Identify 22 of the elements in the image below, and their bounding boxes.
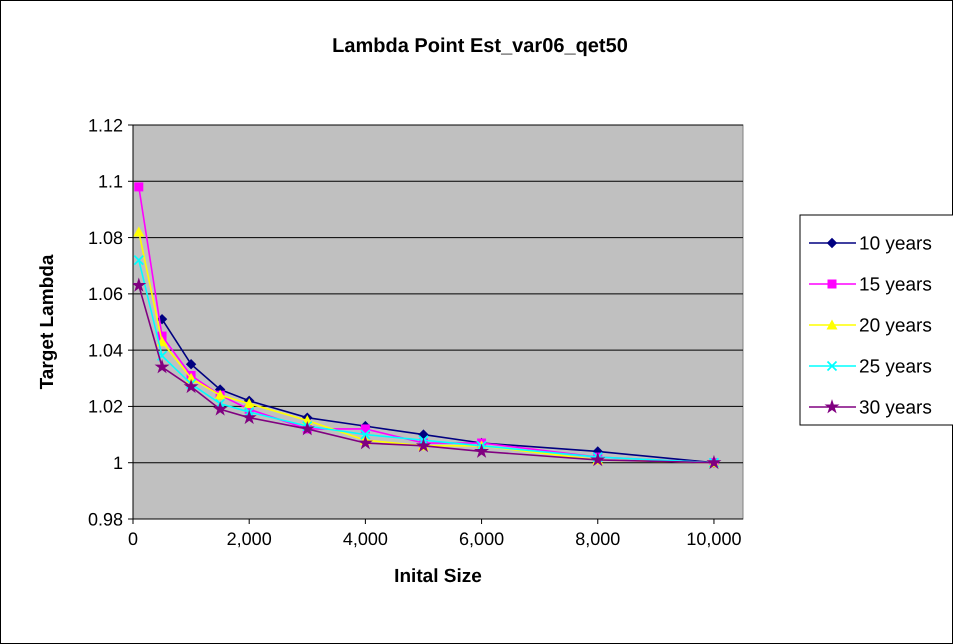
x-tick-label: 6,000 [459, 529, 504, 549]
y-axis-title: Target Lambda [37, 254, 58, 390]
x-tick-label: 0 [128, 529, 138, 549]
legend-label: 10 years [859, 234, 932, 255]
chart-title: Lambda Point Est_var06_qet50 [332, 35, 628, 57]
y-tick-label: 0.98 [88, 509, 123, 530]
x-tick-label: 2,000 [226, 529, 272, 549]
legend-label: 20 years [859, 316, 932, 337]
y-tick-label: 1.04 [88, 340, 123, 360]
x-tick-label: 4,000 [342, 529, 388, 549]
y-tick-label: 1.08 [88, 228, 123, 248]
y-tick-label: 1.06 [88, 284, 123, 304]
legend-label: 25 years [859, 356, 932, 378]
y-tick-label: 1.1 [98, 172, 123, 192]
y-tick-label: 1 [112, 453, 123, 474]
legend-label: 15 years [859, 274, 932, 296]
x-tick-label: 10,000 [686, 529, 742, 549]
x-tick-label: 8,000 [575, 529, 620, 549]
legend-label: 30 years [859, 398, 932, 419]
y-tick-label: 1.02 [88, 396, 123, 417]
y-tick-label: 1.12 [88, 115, 123, 136]
x-axis-title: Inital Size [394, 566, 482, 587]
